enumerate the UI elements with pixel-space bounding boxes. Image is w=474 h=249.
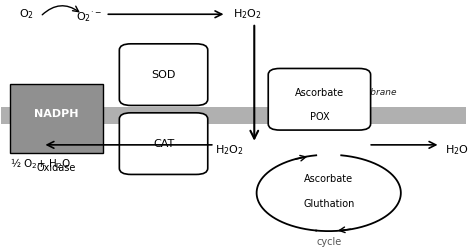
Text: ½ O$_2$+ H$_2$O: ½ O$_2$+ H$_2$O xyxy=(10,156,71,171)
Text: Oxidase: Oxidase xyxy=(37,163,76,173)
Text: Ascorbate: Ascorbate xyxy=(304,174,353,184)
Text: NADPH: NADPH xyxy=(34,109,79,119)
Text: H$_2$O$_2$: H$_2$O$_2$ xyxy=(215,143,244,157)
Text: Gluthation: Gluthation xyxy=(303,199,355,209)
FancyArrowPatch shape xyxy=(42,6,79,15)
Text: H$_2$O$_2$: H$_2$O$_2$ xyxy=(233,7,262,21)
Text: SOD: SOD xyxy=(151,70,176,80)
Text: H$_2$O: H$_2$O xyxy=(445,143,469,157)
FancyBboxPatch shape xyxy=(268,68,371,130)
FancyBboxPatch shape xyxy=(119,44,208,105)
Text: POX: POX xyxy=(310,112,329,122)
Text: cycle: cycle xyxy=(316,237,341,247)
Text: O$_2$: O$_2$ xyxy=(19,7,34,21)
Text: CAT: CAT xyxy=(153,139,174,149)
Bar xyxy=(0,107,466,124)
Text: O$_2$$^{·-}$: O$_2$$^{·-}$ xyxy=(76,10,102,24)
FancyBboxPatch shape xyxy=(119,113,208,175)
Text: Plasma membrane: Plasma membrane xyxy=(312,88,397,97)
FancyBboxPatch shape xyxy=(10,84,103,153)
Text: Ascorbate: Ascorbate xyxy=(295,88,344,98)
